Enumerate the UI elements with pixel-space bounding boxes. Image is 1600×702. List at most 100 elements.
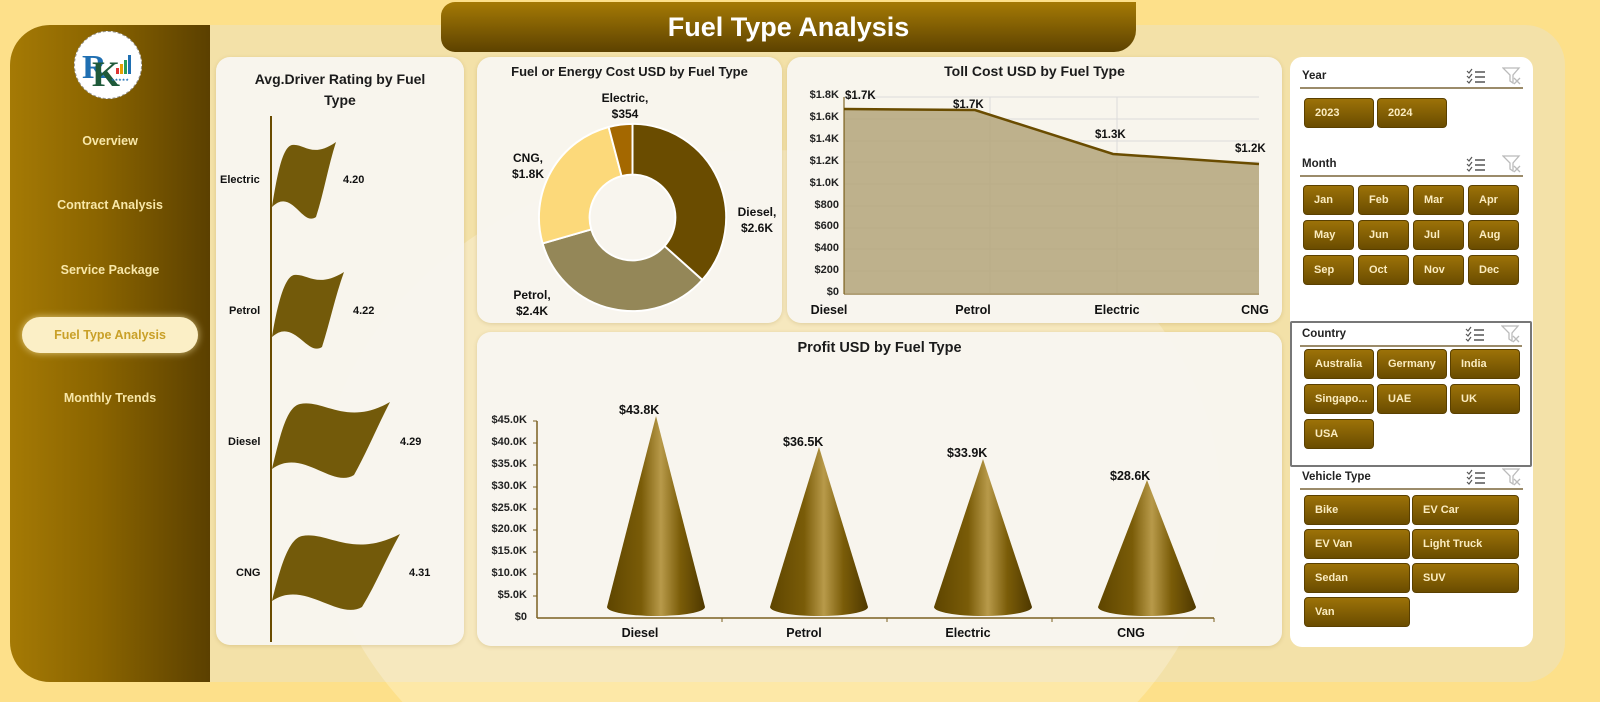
y-tick: $1.6K bbox=[809, 111, 839, 123]
slicer-chip-singapore[interactable]: Singapo... bbox=[1304, 384, 1374, 414]
logo-bar-chart-icon: R K ★★★★★ bbox=[82, 49, 131, 90]
cone-electric bbox=[934, 459, 1032, 616]
clear-filter-icon[interactable] bbox=[1501, 155, 1523, 173]
month-slicer: Month Jan Feb Mar Apr May Jun Jul Aug Se… bbox=[1290, 145, 1533, 295]
clear-filter-icon[interactable] bbox=[1500, 325, 1522, 343]
multi-select-icon[interactable] bbox=[1464, 325, 1486, 343]
driver-rating-axis bbox=[270, 116, 272, 642]
slicer-chip-van[interactable]: Van bbox=[1304, 597, 1410, 627]
sidebar-item-fuel-type-analysis[interactable]: Fuel Type Analysis bbox=[22, 317, 198, 353]
slicer-chip-2023[interactable]: 2023 bbox=[1304, 98, 1374, 128]
x-category: CNG bbox=[1241, 303, 1269, 317]
x-category: Electric bbox=[945, 626, 991, 640]
vehicle-type-slicer: Vehicle Type Bike EV Car EV Van Light Tr… bbox=[1290, 466, 1533, 646]
data-label: $1.2K bbox=[1235, 143, 1266, 155]
svg-text:K: K bbox=[92, 54, 120, 90]
multi-select-icon[interactable] bbox=[1465, 155, 1487, 173]
x-category: Electric bbox=[1094, 303, 1140, 317]
flag-bar-cng bbox=[272, 534, 400, 610]
y-tick: $35.0K bbox=[491, 458, 527, 470]
fuel-cost-donut-chart bbox=[538, 122, 728, 313]
country-slicer-title: Country bbox=[1302, 328, 1347, 340]
slicer-chip-suv[interactable]: SUV bbox=[1412, 563, 1519, 593]
data-label: $36.5K bbox=[783, 435, 824, 449]
svg-text:R: R bbox=[82, 49, 107, 86]
y-tick: $0 bbox=[826, 286, 839, 298]
slicer-chip-oct[interactable]: Oct bbox=[1358, 255, 1409, 285]
slicer-chip-uae[interactable]: UAE bbox=[1377, 384, 1447, 414]
y-tick: $800 bbox=[814, 199, 839, 211]
slicer-chip-jul[interactable]: Jul bbox=[1413, 220, 1464, 250]
data-label: $33.9K bbox=[947, 446, 988, 460]
country-slicer: Country Australia Germany India Singapo.… bbox=[1290, 321, 1532, 467]
profit-cone-chart bbox=[533, 416, 1215, 622]
data-label: 4.22 bbox=[353, 305, 375, 317]
slicer-chip-feb[interactable]: Feb bbox=[1358, 185, 1409, 215]
slicer-chip-usa[interactable]: USA bbox=[1304, 419, 1374, 449]
slicer-chip-2024[interactable]: 2024 bbox=[1377, 98, 1447, 128]
data-label: 4.29 bbox=[400, 436, 422, 448]
sidebar-item-service-package[interactable]: Service Package bbox=[60, 263, 160, 277]
slicer-chip-aug[interactable]: Aug bbox=[1468, 220, 1519, 250]
slicer-chip-mar[interactable]: Mar bbox=[1413, 185, 1464, 215]
x-category: Petrol bbox=[786, 626, 822, 640]
flag-bar-electric bbox=[272, 142, 336, 219]
sidebar-item-contract-analysis[interactable]: Contract Analysis bbox=[57, 198, 163, 212]
cone-petrol bbox=[770, 447, 868, 616]
year-slicer-title: Year bbox=[1302, 70, 1327, 82]
y-tick: $10.0K bbox=[491, 567, 527, 579]
y-tick: $45.0K bbox=[491, 414, 527, 426]
slicer-chip-apr[interactable]: Apr bbox=[1468, 185, 1519, 215]
slicer-chip-sep[interactable]: Sep bbox=[1303, 255, 1354, 285]
slicer-chip-germany[interactable]: Germany bbox=[1377, 349, 1447, 379]
category-label: Petrol bbox=[229, 305, 261, 317]
y-tick: $1.0K bbox=[809, 177, 839, 189]
slicer-chip-india[interactable]: India bbox=[1450, 349, 1520, 379]
y-tick: $1.8K bbox=[809, 89, 839, 101]
donut-slice-cng bbox=[538, 125, 623, 245]
toll-cost-area-chart bbox=[843, 96, 1260, 295]
slicer-chip-nov[interactable]: Nov bbox=[1413, 255, 1464, 285]
multi-select-icon[interactable] bbox=[1465, 468, 1487, 486]
logo: R K ★★★★★ bbox=[74, 31, 142, 99]
sidebar-item-monthly-trends[interactable]: Monthly Trends bbox=[63, 391, 157, 405]
flag-bar-petrol bbox=[272, 272, 344, 349]
data-label: $1.7K bbox=[845, 90, 876, 102]
month-slicer-title: Month bbox=[1302, 158, 1337, 170]
svg-text:★★★★★: ★★★★★ bbox=[111, 77, 129, 82]
slicer-chip-may[interactable]: May bbox=[1303, 220, 1354, 250]
profit-chart-card: Profit USD by Fuel Type $45.0K bbox=[477, 332, 1282, 646]
y-tick: $40.0K bbox=[491, 436, 527, 448]
y-tick: $15.0K bbox=[491, 545, 527, 557]
y-tick: $25.0K bbox=[491, 502, 527, 514]
driver-rating-chart-card: Avg.Driver Rating by Fuel Type Electric … bbox=[216, 57, 464, 645]
sidebar-item-overview[interactable]: Overview bbox=[82, 134, 138, 148]
slicer-chip-dec[interactable]: Dec bbox=[1468, 255, 1519, 285]
slicer-chip-australia[interactable]: Australia bbox=[1304, 349, 1374, 379]
profit-chart-title: Profit USD by Fuel Type bbox=[797, 340, 962, 356]
slicer-chip-jan[interactable]: Jan bbox=[1303, 185, 1354, 215]
slicer-chip-ev-van[interactable]: EV Van bbox=[1304, 529, 1410, 559]
slicer-chip-uk[interactable]: UK bbox=[1450, 384, 1520, 414]
multi-select-icon[interactable] bbox=[1465, 67, 1487, 85]
slicer-chip-sedan[interactable]: Sedan bbox=[1304, 563, 1410, 593]
donut-slice-petrol bbox=[541, 228, 704, 313]
flag-bar-diesel bbox=[272, 402, 390, 478]
slicer-chip-ev-car[interactable]: EV Car bbox=[1412, 495, 1519, 525]
x-category: CNG bbox=[1117, 626, 1145, 640]
y-tick: $5.0K bbox=[497, 589, 527, 601]
driver-rating-chart-title: Avg.Driver Rating by Fuel Type bbox=[254, 71, 426, 108]
cone-cng bbox=[1098, 480, 1196, 616]
year-slicer: Year 2023 2024 bbox=[1290, 57, 1533, 147]
data-label: $43.8K bbox=[619, 403, 660, 417]
toll-cost-chart-title: Toll Cost USD by Fuel Type bbox=[944, 63, 1125, 79]
slicer-chip-bike[interactable]: Bike bbox=[1304, 495, 1410, 525]
data-label: $28.6K bbox=[1110, 469, 1151, 483]
clear-filter-icon[interactable] bbox=[1501, 468, 1523, 486]
x-category: Diesel bbox=[621, 626, 659, 640]
fuel-cost-donut-card: Fuel or Energy Cost USD by Fuel Type Ele… bbox=[477, 57, 782, 323]
slicer-chip-jun[interactable]: Jun bbox=[1358, 220, 1409, 250]
vehicle-type-slicer-title: Vehicle Type bbox=[1302, 471, 1371, 483]
slicer-chip-light-truck[interactable]: Light Truck bbox=[1412, 529, 1519, 559]
clear-filter-icon[interactable] bbox=[1501, 67, 1523, 85]
